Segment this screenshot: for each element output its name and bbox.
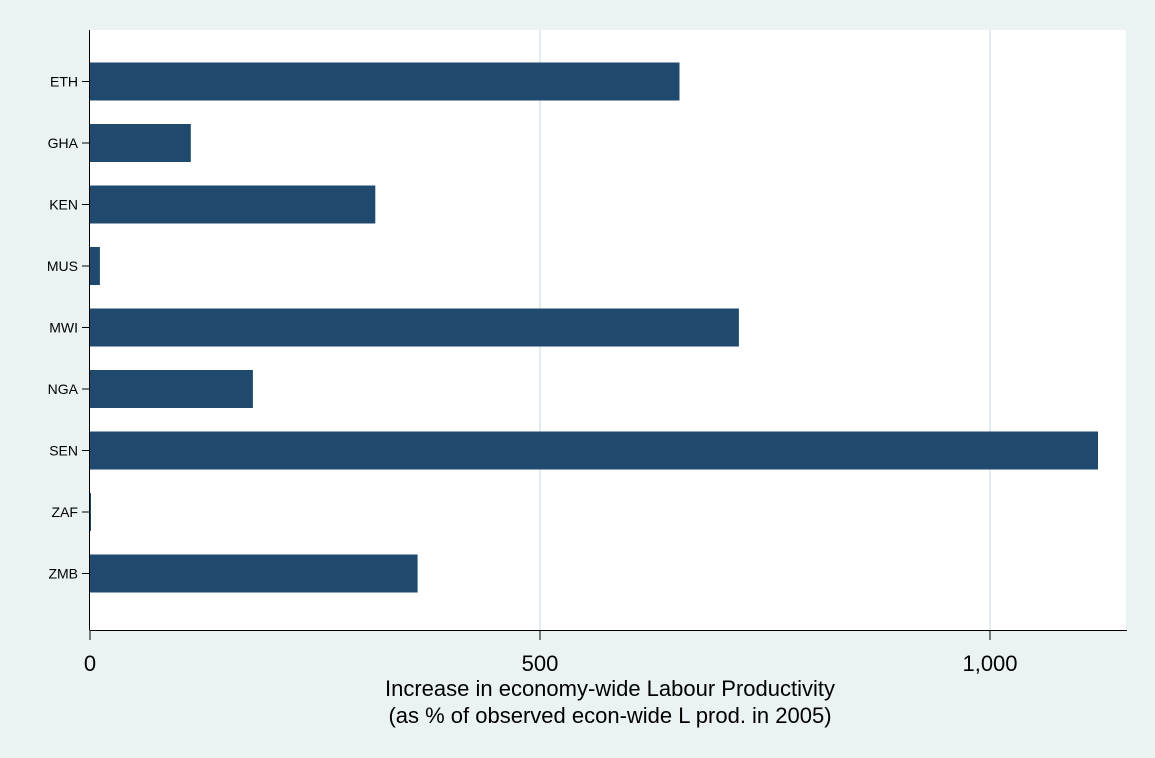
bar-ken — [90, 185, 376, 224]
category-label-gha: GHA — [48, 135, 79, 151]
x-tick-labels: 0 500 1,000 — [84, 651, 1018, 676]
category-label-mus: MUS — [47, 258, 78, 274]
category-labels: ETH GHA KEN MUS MWI NGA SEN ZAF ZMB — [47, 74, 79, 582]
category-label-eth: ETH — [50, 74, 78, 90]
x-tick-label-1: 500 — [522, 651, 559, 676]
category-label-mwi: MWI — [49, 320, 78, 336]
x-tick-label-2: 1,000 — [962, 651, 1017, 676]
bar-mus — [90, 247, 100, 285]
bar-sen — [90, 431, 1098, 470]
category-label-ken: KEN — [49, 197, 78, 213]
y-tick-marks — [82, 81, 90, 574]
bar-zaf — [90, 493, 91, 531]
x-tick-label-0: 0 — [84, 651, 96, 676]
x-tick-marks — [89, 630, 991, 640]
category-label-nga: NGA — [48, 381, 79, 397]
category-label-zaf: ZAF — [52, 504, 78, 520]
bars — [90, 62, 1098, 593]
category-label-zmb: ZMB — [48, 566, 78, 582]
x-axis-title-line-1: Increase in economy-wide Labour Producti… — [385, 676, 835, 701]
bar-zmb — [90, 554, 418, 593]
category-label-sen: SEN — [49, 443, 78, 459]
bar-mwi — [90, 308, 739, 347]
bar-gha — [90, 124, 191, 162]
x-axis-title-line-2: (as % of observed econ-wide L prod. in 2… — [388, 703, 831, 728]
bar-nga — [90, 370, 253, 408]
bar-eth — [90, 62, 680, 101]
